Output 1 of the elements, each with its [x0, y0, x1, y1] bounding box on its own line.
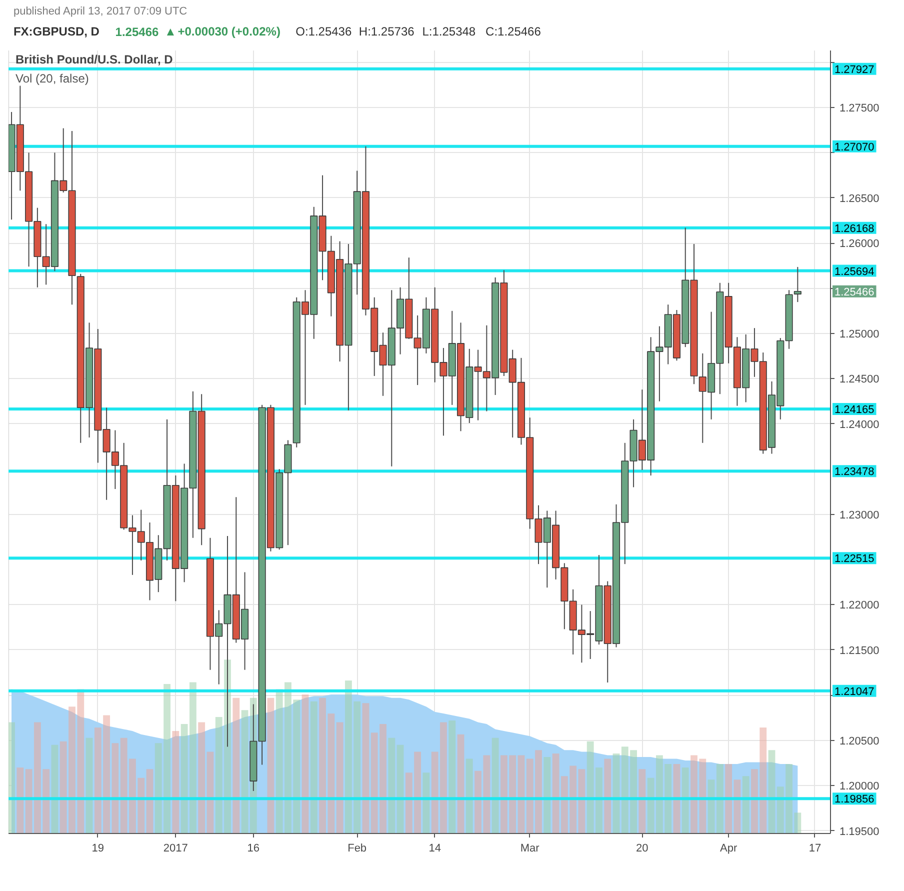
bar	[8, 722, 15, 834]
